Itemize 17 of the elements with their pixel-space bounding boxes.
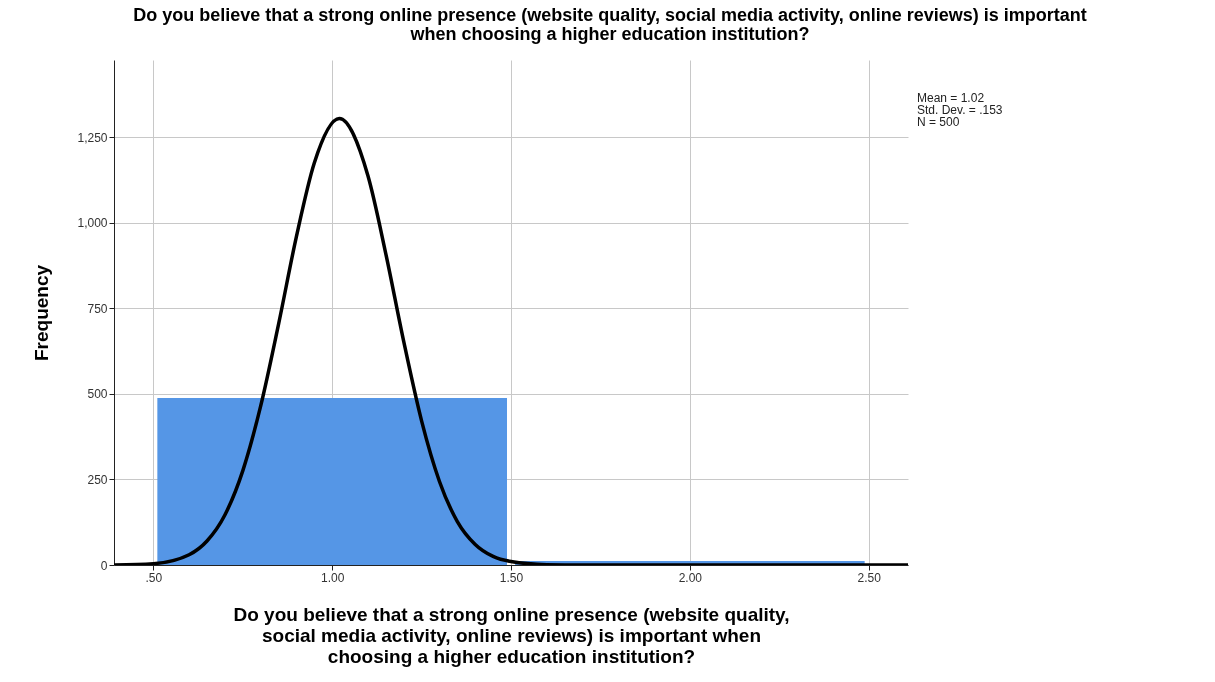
x-tick-label: .50 xyxy=(145,570,163,585)
x-tick-label: 2.00 xyxy=(678,570,703,585)
y-axis-title: Frequency xyxy=(31,264,53,362)
text: N = 500 xyxy=(917,115,961,129)
x-tick-label: 1.50 xyxy=(499,570,524,585)
y-tick-label: 500 xyxy=(87,387,108,402)
x-axis-title: Do you believe that a strong online presence (website quality, social media activity, online reviews) is important when choosing a higher education institution? xyxy=(233,603,790,667)
y-tick-label: 750 xyxy=(87,301,108,316)
y-tick-label: 0 xyxy=(100,558,108,573)
chart-title: Do you believe that a strong online presence (website quality, social media activity, online reviews) is important when choosing a higher education institution? xyxy=(133,5,1087,44)
text: Std. Dev. = .153 xyxy=(917,103,1003,117)
y-tick-label: 250 xyxy=(87,472,108,487)
y-tick-label: 1,000 xyxy=(77,216,108,231)
x-tick-label: 1.00 xyxy=(320,570,345,585)
y-tick-label: 1,250 xyxy=(77,130,108,145)
text: Mean = 1.02 xyxy=(917,91,986,105)
x-tick-label: 2.50 xyxy=(857,570,882,585)
